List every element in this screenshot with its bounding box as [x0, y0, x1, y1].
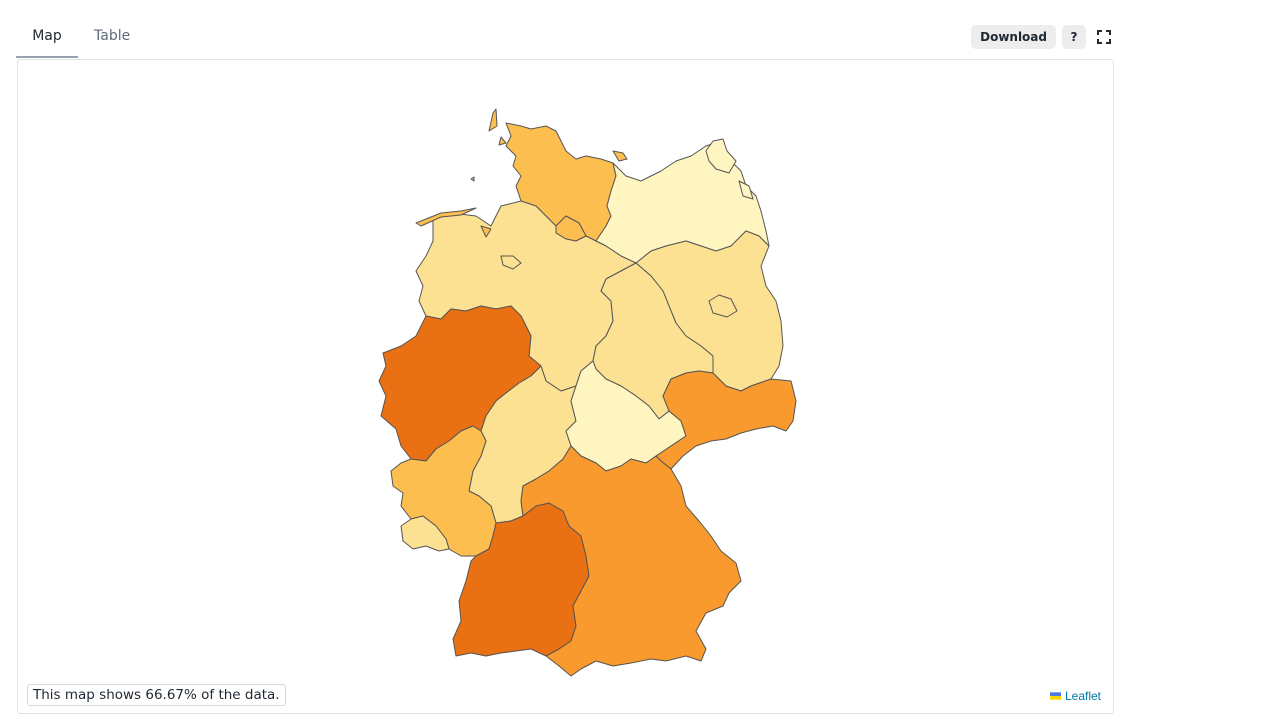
- tab-table[interactable]: Table: [94, 28, 131, 44]
- region-bremen[interactable]: [500, 255, 522, 270]
- region-bayern[interactable]: [520, 445, 742, 677]
- coverage-note: This map shows 66.67% of the data.: [27, 684, 286, 706]
- region-islands-baltic: [705, 138, 754, 200]
- region-berlin[interactable]: [708, 294, 738, 318]
- attribution-link[interactable]: Leaflet: [1064, 689, 1101, 703]
- leaflet-attribution[interactable]: Leaflet: [1049, 689, 1101, 703]
- map-panel[interactable]: This map shows 66.67% of the data. Leafl…: [17, 59, 1114, 714]
- germany-map[interactable]: [18, 60, 1115, 715]
- fullscreen-icon: [1097, 30, 1111, 44]
- region-sachsen[interactable]: [655, 370, 797, 470]
- tab-map[interactable]: Map: [16, 22, 78, 58]
- download-button[interactable]: Download: [971, 25, 1056, 49]
- fullscreen-button[interactable]: [1092, 25, 1116, 49]
- region-saarland[interactable]: [400, 515, 450, 552]
- tab-bar: Map Table: [16, 22, 1116, 58]
- ukraine-flag-icon: [1049, 692, 1061, 700]
- toolbar: Download ?: [971, 25, 1116, 49]
- help-button[interactable]: ?: [1062, 25, 1086, 49]
- region-islands-north-sea: [415, 108, 628, 238]
